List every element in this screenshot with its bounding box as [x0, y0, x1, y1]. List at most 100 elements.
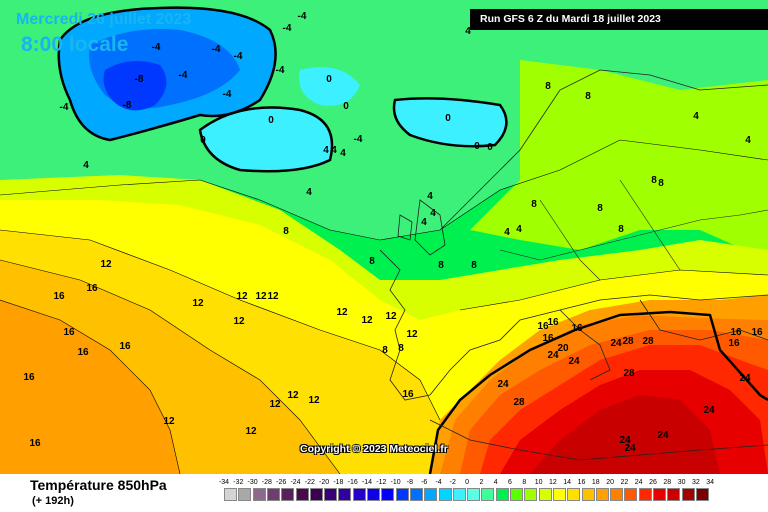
temperature-label: -4 [283, 23, 292, 34]
legend-swatch [467, 488, 481, 501]
legend-tick-label: -34 [218, 479, 230, 486]
temperature-label: 8 [531, 199, 537, 210]
temperature-label: 12 [163, 416, 175, 427]
legend-tick-label: -18 [333, 479, 344, 486]
temperature-label: 16 [53, 291, 65, 302]
temperature-label: 12 [192, 298, 204, 309]
legend-swatch [653, 488, 666, 501]
legend-swatch [481, 488, 495, 501]
temperature-label: 4 [340, 148, 346, 159]
temperature-label: 0 [487, 142, 493, 153]
legend-panel: Température 850hPa (+ 192h) -34 -32 -30 -28… [0, 474, 768, 512]
legend-tick-label: 30 [677, 479, 686, 486]
valid-time: 8:00 locale [21, 33, 129, 56]
run-info: Run GFS 6 Z du Mardi 18 juillet 2023 [470, 9, 768, 30]
temperature-label: -4 [212, 44, 221, 55]
legend-swatch [538, 488, 552, 501]
legend-tick-label: -30 [247, 479, 258, 486]
legend-swatch [667, 488, 681, 501]
legend-tick-label: -26 [276, 479, 287, 486]
temperature-label: 8 [438, 260, 444, 271]
temperature-label: 8 [382, 345, 388, 356]
temperature-label: -4 [60, 102, 69, 113]
temperature-label: 8 [398, 343, 404, 354]
legend-swatch [252, 488, 266, 501]
temperature-label: 4 [421, 217, 427, 228]
temperature-label: -8 [123, 100, 132, 111]
temperature-label: 24 [497, 379, 509, 390]
legend-tick-label: -2 [449, 479, 456, 486]
temperature-label: 16 [751, 327, 763, 338]
legend-tick-label: -22 [304, 479, 315, 486]
legend-tick-label: -14 [361, 479, 373, 486]
legend-tick-label: -12 [376, 479, 387, 486]
temperature-label: 8 [658, 178, 664, 189]
temperature-label: 4 [331, 145, 337, 156]
legend-tick-label: 34 [706, 479, 715, 486]
legend-tick-label: -6 [421, 479, 428, 486]
legend-swatch [367, 488, 380, 501]
temperature-label: 24 [610, 338, 622, 349]
temperature-label: 8 [283, 226, 289, 237]
temperature-label: 16 [571, 323, 583, 334]
temperature-label: 12 [308, 395, 320, 406]
temperature-label: 12 [100, 259, 112, 270]
temperature-label: 16 [547, 317, 559, 328]
temperature-label: 0 [474, 141, 480, 152]
temperature-label: 8 [651, 175, 657, 186]
temperature-label: -8 [135, 74, 144, 85]
temperature-label: 16 [77, 347, 89, 358]
temperature-label: 12 [336, 307, 348, 318]
legend-swatch [624, 488, 638, 501]
legend-tick-label: 10 [534, 479, 543, 486]
temperature-label: 28 [513, 397, 525, 408]
temperature-label: -4 [152, 42, 161, 53]
legend-tick-label: 14 [563, 479, 572, 486]
temperature-label: 16 [23, 372, 35, 383]
legend-tick-label: 4 [493, 479, 498, 486]
temperature-label: 24 [547, 350, 559, 361]
temperature-label: 0 [445, 113, 451, 124]
legend-swatch [438, 488, 452, 501]
temperature-label: 24 [657, 430, 669, 441]
temperature-label: 0 [326, 74, 332, 85]
temperature-label: 16 [119, 341, 131, 352]
temperature-label: 20 [557, 343, 569, 354]
temperature-label: 16 [728, 338, 740, 349]
copyright-text: Copyright © 2023 Meteociel.fr [300, 443, 448, 455]
temperature-label: 16 [86, 283, 98, 294]
temperature-label: 4 [465, 26, 471, 37]
temperature-label: 12 [385, 311, 397, 322]
temperature-label: 8 [545, 81, 551, 92]
temperature-label: 28 [642, 336, 654, 347]
legend-swatch [452, 488, 466, 501]
temperature-label: 4 [504, 227, 510, 238]
legend-tick-label: 22 [620, 479, 629, 486]
temperature-label: -4 [234, 51, 243, 62]
temperature-label: 0 [343, 101, 349, 112]
temperature-label: -4 [298, 11, 307, 22]
parameter-title: Température 850hPa [30, 477, 167, 493]
temperature-label: 4 [745, 135, 751, 146]
temperature-label: 8 [618, 224, 624, 235]
legend-swatch [610, 488, 624, 501]
temperature-label: 12 [361, 315, 373, 326]
valid-date: Mercredi 26 juillet 2023 [16, 11, 192, 28]
temperature-label: 4 [323, 145, 329, 156]
temperature-label: 24 [739, 373, 751, 384]
legend-swatch [495, 488, 509, 501]
temperature-label: 12 [236, 291, 248, 302]
legend-tick-label: 12 [548, 479, 557, 486]
legend-tick-label: 18 [591, 479, 600, 486]
temperature-label: 12 [267, 291, 279, 302]
legend-swatch [424, 488, 438, 501]
legend-tick-label: -10 [390, 479, 401, 486]
legend-tick-label: 8 [522, 479, 527, 486]
legend-tick-label: -4 [435, 479, 442, 486]
temperature-label: 0 [268, 115, 274, 126]
temperature-label: 8 [597, 203, 603, 214]
temperature-label: 4 [693, 111, 699, 122]
temperature-label: 16 [63, 327, 75, 338]
legend-tick-label: 28 [663, 479, 672, 486]
